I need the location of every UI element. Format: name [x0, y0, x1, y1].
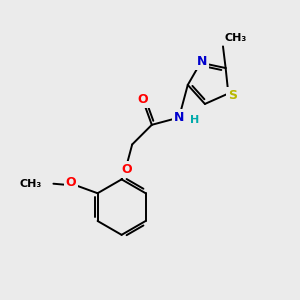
Text: N: N	[173, 111, 184, 124]
Text: CH₃: CH₃	[225, 33, 247, 43]
Text: N: N	[196, 55, 207, 68]
Text: O: O	[66, 176, 76, 189]
Text: H: H	[190, 115, 199, 124]
Text: S: S	[228, 89, 237, 102]
Text: O: O	[121, 163, 132, 176]
Text: O: O	[137, 93, 148, 106]
Text: CH₃: CH₃	[19, 179, 41, 189]
